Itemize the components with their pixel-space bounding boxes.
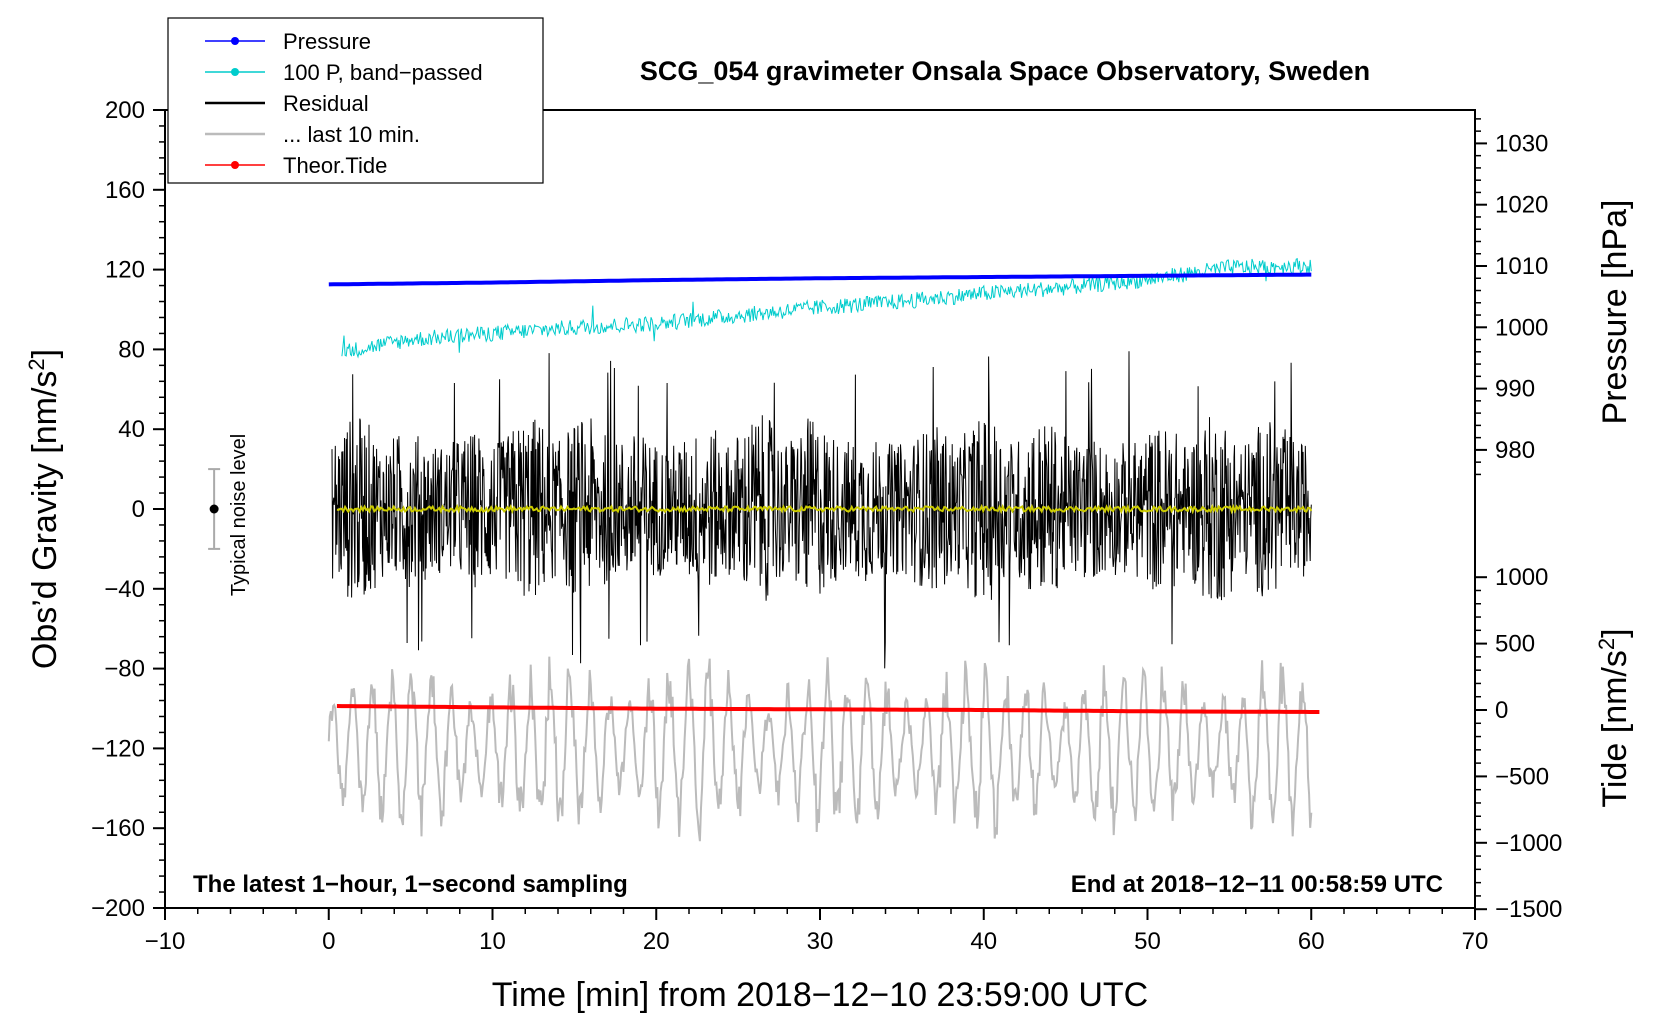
chart-title: SCG_054 gravimeter Onsala Space Observat… [640,56,1370,86]
end-time-note: End at 2018−12−11 00:58:59 UTC [1071,871,1443,898]
tide-tick-label: 0 [1495,697,1508,724]
series-theor-tide [336,704,1320,714]
y-left-tick-label: 120 [105,257,145,284]
tide-tick-label: 500 [1495,631,1535,658]
x-axis-title: Time [min] from 2018−12−10 23:59:00 UTC [492,976,1148,1014]
pressure-tick-label: 1010 [1495,253,1548,280]
x-tick-label: 20 [643,928,670,955]
sampling-note: The latest 1−hour, 1−second sampling [193,871,628,898]
tide-tick-label: −500 [1495,763,1549,790]
tide-tick-label: −1500 [1495,896,1562,923]
series-band-passed [341,257,1312,359]
legend-marker [231,37,239,45]
y-left-tick-label: −120 [91,735,145,762]
typical-noise-bar [208,468,221,550]
pressure-tick-label: 1030 [1495,130,1548,157]
noise-level-label: Typical noise level [228,434,250,596]
pressure-tick-label: 1000 [1495,314,1548,341]
legend-marker [231,161,239,169]
legend-marker [231,68,239,76]
x-tick-label: 50 [1134,928,1161,955]
x-tick-label: 30 [807,928,834,955]
legend: Pressure 100 P, band−passed Residual ... la… [167,17,544,184]
y-left-title-sup: 2 [24,358,49,370]
y-tide-title-close: ] [1596,628,1634,637]
pressure-tick-label: 1020 [1495,192,1548,219]
series-pressure [328,272,1312,287]
y-left-tick-label: 40 [118,416,145,443]
series-residual-smoothed [336,503,1313,515]
y-axis-tide-title: Tide [nm/s2] [1594,628,1634,807]
tide-tick-label: −1000 [1495,830,1562,857]
y-left-tick-label: −200 [91,895,145,922]
y-tide-title-sup: 2 [1594,638,1619,650]
x-tick-label: 40 [970,928,997,955]
y-left-title-close: ] [26,349,64,358]
y-left-title-text: Obs’d Gravity [nm/s [26,371,64,670]
x-tick-label: 60 [1298,928,1325,955]
x-tick-label: 0 [322,928,335,955]
legend-label: Pressure [283,29,371,54]
y-left-tick-label: 0 [132,496,145,523]
x-tick-label: 70 [1462,928,1489,955]
y-tide-title-text: Tide [nm/s [1596,650,1634,807]
tide-tick-label: 1000 [1495,564,1548,591]
y-left-tick-label: 200 [105,97,145,124]
legend-label: Residual [283,91,369,116]
series-last-10-min [327,656,1313,842]
pressure-tick-label: 980 [1495,437,1535,464]
x-axis: −10 0 10 20 30 40 50 60 70 [145,908,1489,955]
noise-bar-center-dot [209,504,219,514]
y-axis-gravity: 200 160 120 80 40 0 −40 −80 −120 −160 −200 [91,97,165,922]
y-left-tick-label: −160 [91,815,145,842]
y-left-tick-label: −40 [104,576,145,603]
y-axis-tide: 1000 500 0 −500 −1000 −1500 [1475,564,1562,923]
legend-box [167,17,544,184]
y-left-tick-label: −80 [104,656,145,683]
x-tick-label: −10 [145,928,186,955]
legend-label: ... last 10 min. [283,122,420,147]
legend-label: Theor.Tide [283,153,387,178]
legend-label: 100 P, band−passed [283,60,483,85]
y-left-tick-label: 160 [105,177,145,204]
y-left-tick-label: 80 [118,336,145,363]
y-axis-pressure: 1030 1020 1010 1000 990 980 [1475,118,1548,476]
pressure-tick-label: 990 [1495,376,1535,403]
series-layer [327,257,1320,842]
y-axis-pressure-title: Pressure [hPa] [1596,200,1634,425]
x-tick-label: 10 [479,928,506,955]
y-axis-left-title: Obs’d Gravity [nm/s2] [24,349,64,669]
